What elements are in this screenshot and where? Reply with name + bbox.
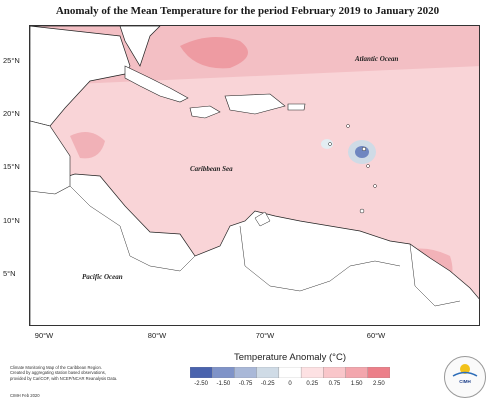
lat-label-15n: 15°N <box>3 162 20 171</box>
legend-swatch <box>345 367 368 378</box>
legend-tick-label: -1.50 <box>216 381 231 387</box>
footnote-line: provided by CariCOF, with NCEP/NCAR Rean… <box>10 375 118 381</box>
wave-icon <box>452 371 478 377</box>
legend-swatch <box>234 367 257 378</box>
sun-icon <box>460 364 470 374</box>
footnote-credit: CIMH Feb 2020 <box>10 393 40 398</box>
central-south-america-land <box>30 173 479 325</box>
legend-swatch <box>323 367 346 378</box>
atlantic-ocean-label: Atlantic Ocean <box>355 55 399 63</box>
central-america-borders <box>69 185 196 272</box>
legend-swatch <box>190 367 213 378</box>
hispaniola <box>224 93 286 115</box>
map-title: Anomaly of the Mean Temperature for the … <box>55 5 440 17</box>
guianas-borders <box>409 243 461 307</box>
legend-tick-label: 0 <box>288 381 292 387</box>
footnote-line: Climate Monitoring Map of the Caribbean … <box>10 365 102 370</box>
legend-tick-label: 1.50 <box>350 381 363 387</box>
jamaica <box>189 105 221 119</box>
legend-swatch <box>278 367 302 378</box>
caribbean-sea-label: Caribbean Sea <box>190 165 233 173</box>
legend-swatch <box>300 367 324 378</box>
lon-label-70w: 70°W <box>255 331 275 340</box>
legend-tick-label: 2.50 <box>373 381 385 387</box>
lon-label-90w: 90°W <box>34 331 54 340</box>
anomaly-map <box>29 25 480 326</box>
cimh-logo: CIMH <box>444 356 486 398</box>
lon-label-80w: 80°W <box>147 331 167 340</box>
legend-tick-label: -0.75 <box>238 381 253 387</box>
footnote-line: Created by aggregating station based obs… <box>10 370 106 376</box>
lat-label-5n: 5°N <box>3 269 16 278</box>
south-america-borders <box>239 225 401 292</box>
anomaly-cold-core <box>355 146 369 158</box>
lake-maracaibo-area <box>254 211 271 227</box>
lat-label-10n: 10°N <box>3 216 20 225</box>
lat-label-25n: 25°N <box>3 56 20 65</box>
logo-text: CIMH <box>459 379 471 384</box>
anomaly-cool-spot <box>321 139 333 149</box>
legend-tick-label: -0.25 <box>260 381 275 387</box>
cuba <box>124 65 189 103</box>
legend-tick-label: 0.25 <box>306 381 319 387</box>
legend-swatch <box>256 367 280 378</box>
legend-tick-label: -2.50 <box>194 381 208 387</box>
footnote: Climate Monitoring Map of the Caribbean … <box>10 365 145 381</box>
lon-label-60w: 60°W <box>366 331 386 340</box>
anomaly-hotspot-belize <box>70 132 105 159</box>
legend-tick-label: 0.75 <box>328 381 341 387</box>
legend-colorbar <box>190 367 390 378</box>
legend-title: Temperature Anomaly (°C) <box>233 352 347 363</box>
legend-swatch <box>212 367 235 378</box>
puerto-rico <box>287 103 306 111</box>
lat-label-20n: 20°N <box>3 109 20 118</box>
yucatan-land <box>30 120 71 195</box>
anomaly-hotspot-bahamas <box>180 37 248 69</box>
legend-swatch <box>367 367 390 378</box>
pacific-ocean-label: Pacific Ocean <box>82 273 123 281</box>
